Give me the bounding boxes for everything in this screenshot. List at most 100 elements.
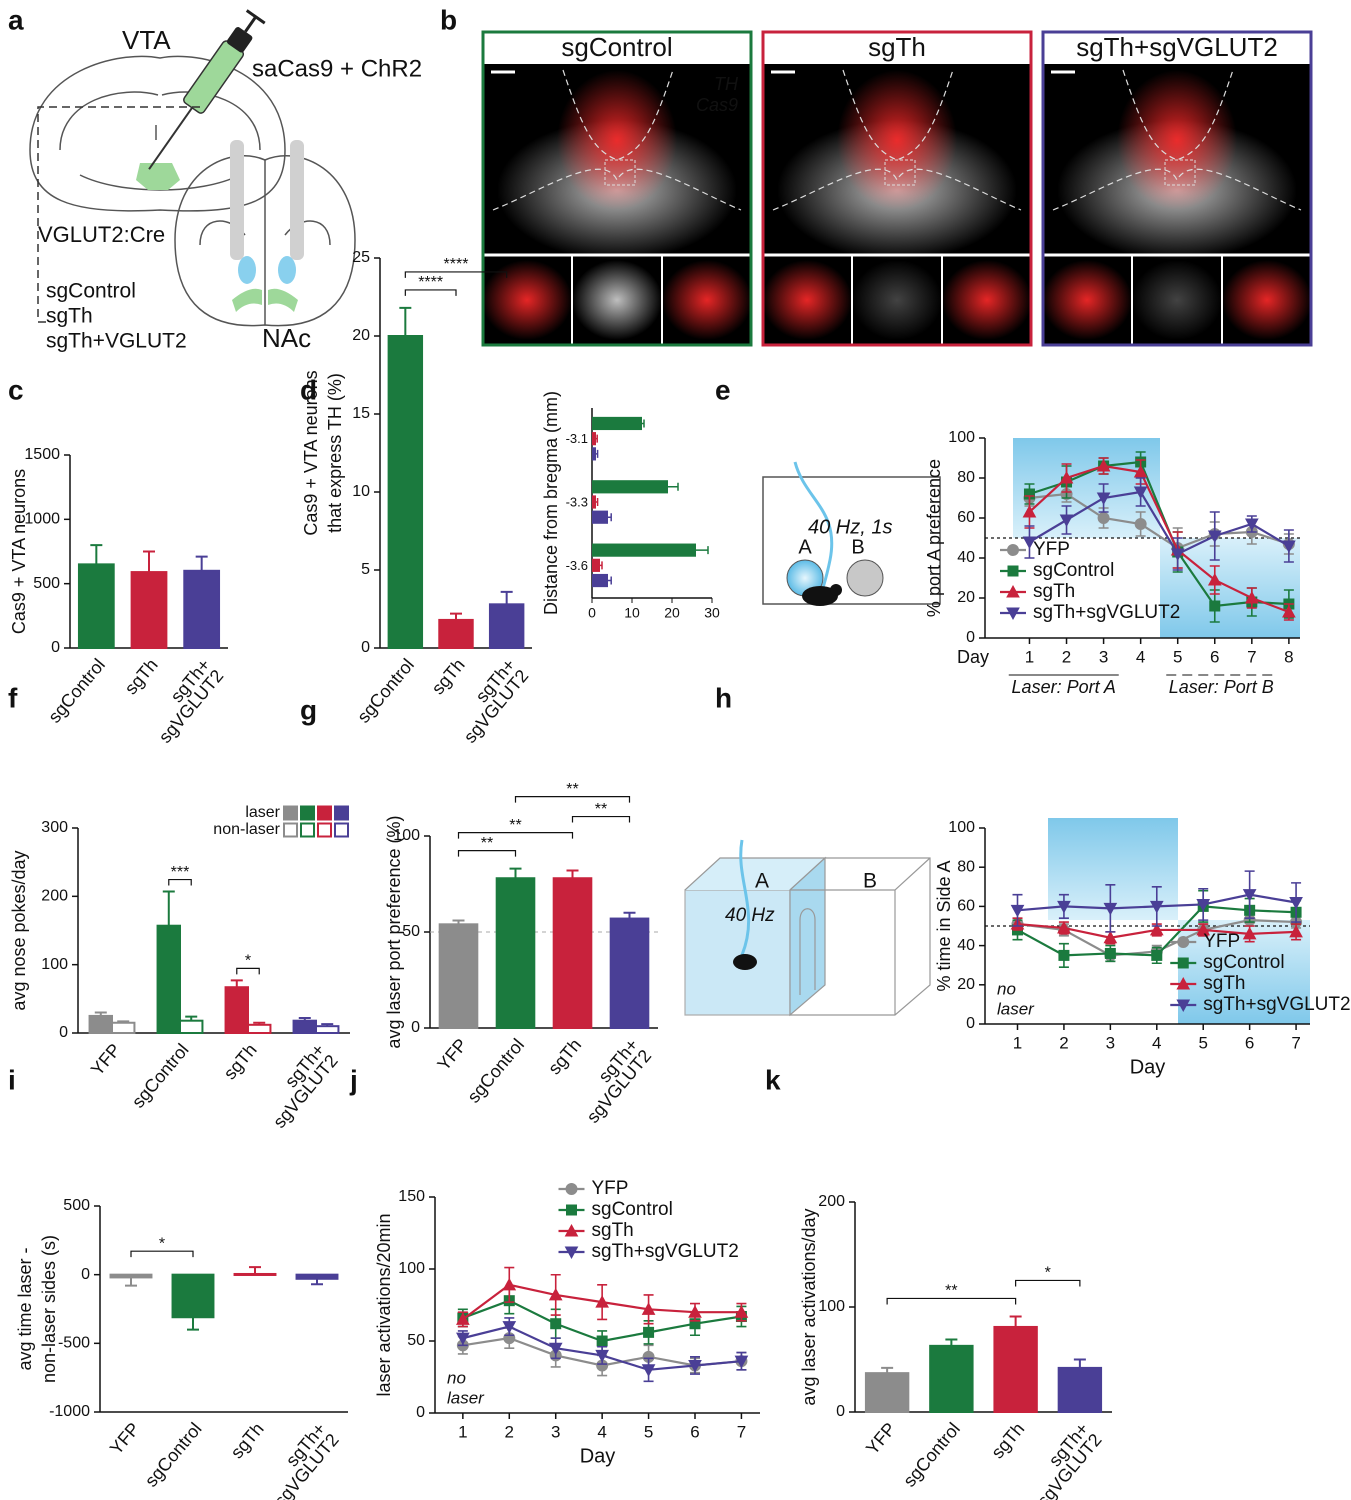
stimulus-label: 40 Hz [725,905,775,926]
error-bar [596,449,599,458]
error-bar [608,576,612,585]
legend-label: sgTh+sgVGLUT2 [592,1241,739,1262]
y-tick-label: 500 [63,1197,90,1214]
bar [993,1325,1038,1413]
note: no [997,979,1016,998]
bar [592,495,596,509]
significance-label: ** [509,817,521,834]
marker [502,1277,517,1291]
x-tick-label: 5 [644,1422,653,1441]
tissue-glow [837,70,957,210]
x-tick-label: YFP [87,1040,125,1080]
x-tick-label: YFP [433,1035,471,1075]
marker [688,1359,702,1373]
frame [761,30,1033,347]
marker [1207,530,1222,544]
error-bar [90,544,103,565]
marker [1209,600,1221,612]
bar [179,1019,204,1035]
y-tick-label: 0 [81,1266,90,1283]
x-tick-label: sgControl [899,1419,964,1491]
marker [1151,949,1163,961]
marker [1010,904,1025,918]
marker [1059,514,1074,528]
bar [77,563,115,649]
marker [1170,548,1185,562]
significance-bracket [404,289,457,296]
marker [1242,926,1257,940]
error-bar [94,1011,107,1016]
bar [111,1021,136,1034]
marker [1103,902,1118,916]
y-axis-label: laser activations/20min [374,1213,394,1396]
image-title: sgControl [561,32,672,62]
y-axis-label: avg time laser - [15,1247,35,1370]
significance-label: ** [595,801,607,818]
marker [595,1295,609,1308]
light-cone [238,256,256,284]
significance-bracket [886,1297,1017,1305]
significance-label: ** [945,1283,957,1300]
bar [592,558,600,572]
x-tick-label: 5 [1198,1033,1207,1052]
y-tick-label: 20 [352,327,370,344]
tissue-glow [557,70,677,210]
bar [315,1025,340,1034]
inset-box [1164,159,1196,186]
significance-bracket [130,1250,194,1258]
inset-box [604,159,636,186]
y-axis-label: Cas9 + VTA neurons [9,469,29,634]
inset-box [884,159,916,186]
port-label: A [798,536,812,558]
error-bar [566,869,579,879]
target-label: NAc [262,323,311,353]
y-tick-label: 15 [352,405,370,422]
y-tick-label: 80 [957,858,975,875]
cells [942,260,1032,340]
y-tick-label: 10 [352,483,370,500]
error-bar [195,555,208,571]
marker [1244,518,1259,532]
legend-label: sgControl [1203,952,1284,973]
cells [762,260,852,340]
y-axis-label: Distance from bregma (mm) [541,391,561,615]
x-tick-label: sgTh [220,1040,261,1084]
bar [929,1344,974,1413]
x-tick-label: 6 [1245,1033,1254,1052]
marker [1133,464,1148,478]
error-bar [1009,1315,1022,1327]
marker [1057,920,1071,934]
error-bar [596,498,599,506]
x-tick-label: 2 [1062,647,1071,666]
group-label: sgControl [46,280,136,303]
bar [292,1019,317,1035]
x-tick-label: sgTh [544,1035,585,1079]
panel-label: h [715,682,732,713]
legend-swatch [334,822,349,838]
marker [1196,898,1211,912]
marker [1149,922,1164,936]
fiber [230,140,244,260]
cells [572,260,662,340]
x-tick-label: 7 [737,1422,746,1441]
syringe [148,9,266,170]
legend-label: non-laser [213,821,280,838]
legend-label: sgTh+sgVGLUT2 [1203,994,1350,1015]
group-label: sgTh+VGLUT2 [46,330,187,353]
y-tick-label: 0 [416,1404,425,1421]
tissue-outline [772,69,1022,211]
marker [1104,947,1116,959]
y-axis-label: that express TH (%) [325,373,345,533]
significance-bracket [514,796,631,803]
marker [1177,957,1189,969]
y-tick-label: -3.6 [566,558,588,573]
stain-label: Cas9 [696,95,738,115]
x-tick-label: 3 [1106,1033,1115,1052]
bracket [37,106,200,323]
cells [1222,260,1312,340]
x-tick-label: sgTh [121,655,162,699]
bar [592,543,696,557]
x-tick-label: 0 [588,605,596,621]
significance-label: **** [418,274,443,291]
bar [156,924,181,1035]
